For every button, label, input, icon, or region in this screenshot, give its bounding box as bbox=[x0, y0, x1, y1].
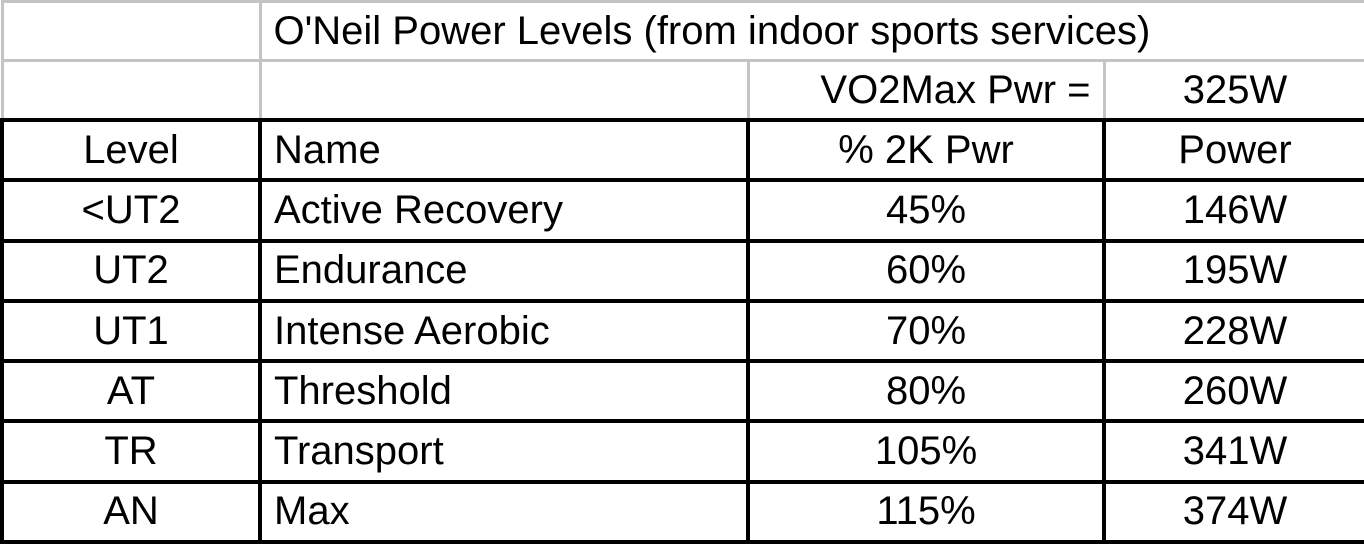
cell-name: Max bbox=[258, 479, 750, 544]
header-row: Level Name % 2K Pwr Power bbox=[0, 118, 1364, 183]
cell-name: Active Recovery bbox=[258, 178, 750, 243]
cell-power: 146W bbox=[1102, 178, 1364, 243]
cell-power: 260W bbox=[1102, 359, 1364, 424]
vo2max-label: VO2Max Pwr = bbox=[746, 59, 1106, 122]
vo2max-value: 325W bbox=[1102, 59, 1364, 122]
cell-pct: 60% bbox=[746, 238, 1106, 303]
cell-level: TR bbox=[0, 419, 262, 484]
table-row: TR Transport 105% 341W bbox=[0, 419, 1364, 484]
cell-name: Endurance bbox=[258, 238, 750, 303]
cell-level: AT bbox=[0, 359, 262, 424]
table-row: AT Threshold 80% 260W bbox=[0, 359, 1364, 424]
cell-power: 228W bbox=[1102, 298, 1364, 364]
cell-pct: 105% bbox=[746, 419, 1106, 484]
cell-pct: 70% bbox=[746, 298, 1106, 364]
blank-cell bbox=[0, 59, 262, 122]
cell-pct: 45% bbox=[746, 178, 1106, 243]
vo2max-row: VO2Max Pwr = 325W bbox=[0, 59, 1364, 122]
title-row: O'Neil Power Levels (from indoor sports … bbox=[0, 0, 1364, 63]
cell-name: Transport bbox=[258, 419, 750, 484]
cell-pct: 115% bbox=[746, 479, 1106, 544]
header-power: Power bbox=[1102, 118, 1364, 183]
table-row: AN Max 115% 374W bbox=[0, 479, 1364, 544]
cell-power: 374W bbox=[1102, 479, 1364, 544]
header-pct-2k-pwr: % 2K Pwr bbox=[746, 118, 1106, 183]
cell-power: 195W bbox=[1102, 238, 1364, 303]
cell-level: UT1 bbox=[0, 298, 262, 364]
table-row: UT2 Endurance 60% 195W bbox=[0, 238, 1364, 303]
table-row: <UT2 Active Recovery 45% 146W bbox=[0, 178, 1364, 243]
header-name: Name bbox=[258, 118, 750, 183]
cell-name: Threshold bbox=[258, 359, 750, 424]
cell-level: AN bbox=[0, 479, 262, 544]
blank-cell bbox=[0, 0, 262, 63]
cell-name: Intense Aerobic bbox=[258, 298, 750, 364]
blank-cell bbox=[258, 59, 750, 122]
header-level: Level bbox=[0, 118, 262, 183]
cell-power: 341W bbox=[1102, 419, 1364, 484]
cell-pct: 80% bbox=[746, 359, 1106, 424]
cell-level: <UT2 bbox=[0, 178, 262, 243]
table-row: UT1 Intense Aerobic 70% 228W bbox=[0, 298, 1364, 364]
cell-level: UT2 bbox=[0, 238, 262, 303]
table-title: O'Neil Power Levels (from indoor sports … bbox=[258, 0, 1364, 63]
